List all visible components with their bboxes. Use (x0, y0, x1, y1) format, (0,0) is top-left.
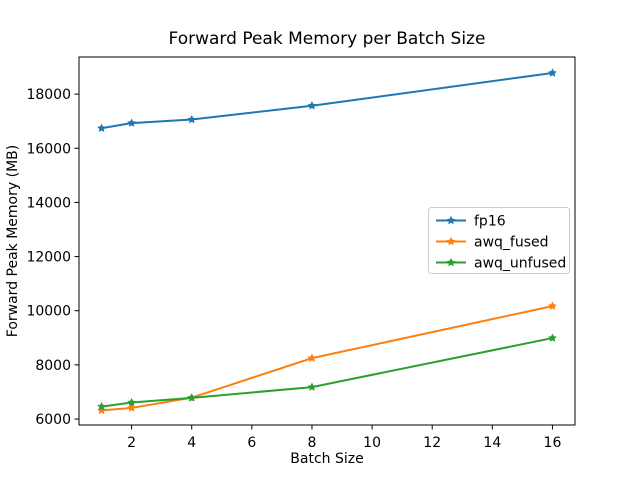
series-marker-fp16 (307, 101, 317, 110)
legend-label-awq_unfused: awq_unfused (474, 256, 566, 272)
legend-marker-awq_fused (446, 236, 456, 246)
legend-label-awq_fused: awq_fused (474, 235, 549, 251)
series-marker-awq_fused (127, 403, 136, 412)
chart-title: Forward Peak Memory per Batch Size (169, 29, 486, 49)
x-tick-label: 2 (127, 435, 136, 451)
x-tick-label: 14 (483, 435, 501, 451)
y-tick-label: 8000 (35, 358, 71, 374)
legend-marker-awq_unfused (446, 257, 456, 267)
y-tick-label: 18000 (26, 87, 71, 103)
x-tick-label: 12 (423, 435, 441, 451)
y-axis-label: Forward Peak Memory (MB) (5, 145, 21, 337)
series-marker-awq_fused (548, 301, 557, 310)
x-tick-label: 10 (363, 435, 381, 451)
y-tick-label: 10000 (26, 304, 71, 320)
y-tick-label: 16000 (26, 141, 71, 157)
x-tick-label: 6 (247, 435, 256, 451)
series-marker-awq_unfused (187, 393, 197, 402)
x-axis-label: Batch Size (290, 451, 363, 467)
series-marker-awq_fused (307, 353, 317, 362)
x-tick-label: 16 (544, 435, 562, 451)
legend-label-fp16: fp16 (474, 214, 506, 230)
plot-area: 2 4 6 8 10 12 14 16 6000 8000 10000 12000 14000 16000… (26, 56, 576, 451)
series-marker-fp16 (127, 118, 136, 127)
series-marker-awq_unfused (307, 382, 317, 391)
x-tick-label: 8 (308, 435, 317, 451)
y-tick-label: 6000 (35, 412, 71, 428)
series-marker-awq_unfused (548, 333, 557, 342)
series-line-awq_fused (100, 305, 554, 412)
series-marker-fp16 (187, 114, 197, 124)
series-marker-awq_unfused (127, 397, 136, 407)
series-marker-fp16 (97, 123, 106, 132)
x-tick-label: 4 (187, 435, 196, 451)
axes-spines (78, 56, 576, 426)
legend-box (428, 207, 570, 274)
series-marker-awq_unfused (97, 401, 106, 411)
series-line-awq_unfused (100, 337, 554, 408)
legend-marker-fp16 (446, 215, 456, 225)
series-marker-awq_fused (97, 405, 106, 415)
series-marker-fp16 (548, 68, 557, 77)
y-tick-label: 14000 (26, 195, 71, 211)
y-tick-label: 12000 (26, 250, 71, 266)
series-line-fp16 (100, 71, 554, 130)
